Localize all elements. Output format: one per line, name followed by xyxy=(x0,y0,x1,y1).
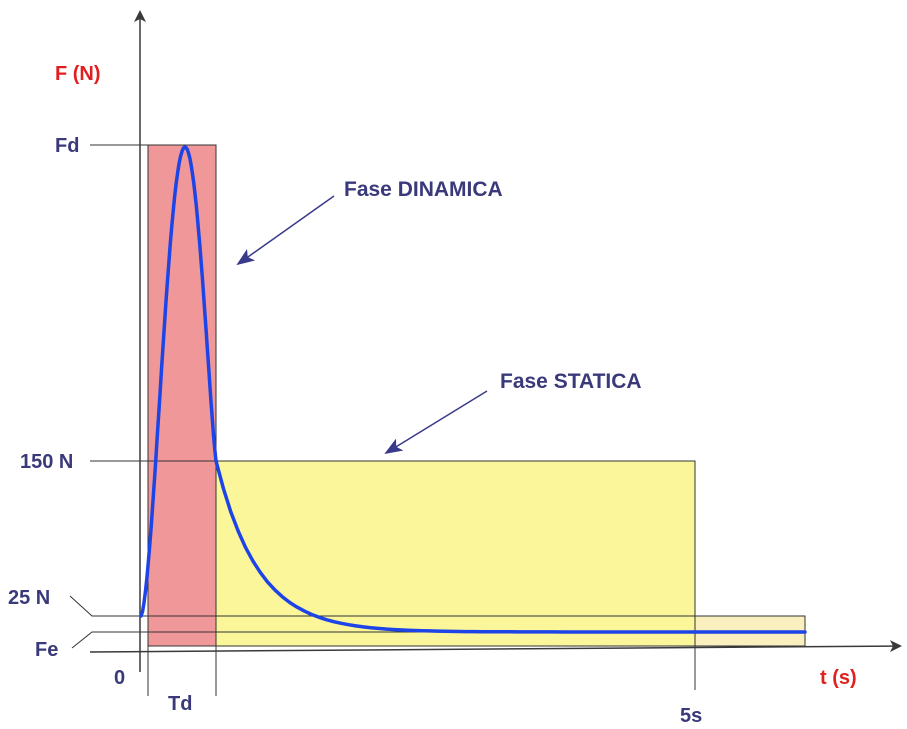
td-label: Td xyxy=(168,693,192,715)
25n-guide-line xyxy=(69,595,805,617)
25n-label: 25 N xyxy=(8,587,50,609)
dynamic-phase-arrow xyxy=(236,195,335,266)
static-phase-label: Fase STATICA xyxy=(500,370,642,393)
static-phase-arrow xyxy=(384,390,488,455)
fd-label: Fd xyxy=(55,135,79,157)
fe-label: Fe xyxy=(35,639,58,661)
x-axis xyxy=(89,640,902,653)
force-curve xyxy=(139,145,807,634)
origin-label: 0 xyxy=(114,667,125,689)
static-phase-zone xyxy=(215,460,696,647)
y-axis-label: F (N) xyxy=(55,63,101,85)
five-s-label: 5s xyxy=(680,705,702,727)
x-axis-label: t (s) xyxy=(820,667,857,689)
dynamic-phase-label: Fase DINAMICA xyxy=(344,178,503,201)
150n-label: 150 N xyxy=(20,451,73,473)
